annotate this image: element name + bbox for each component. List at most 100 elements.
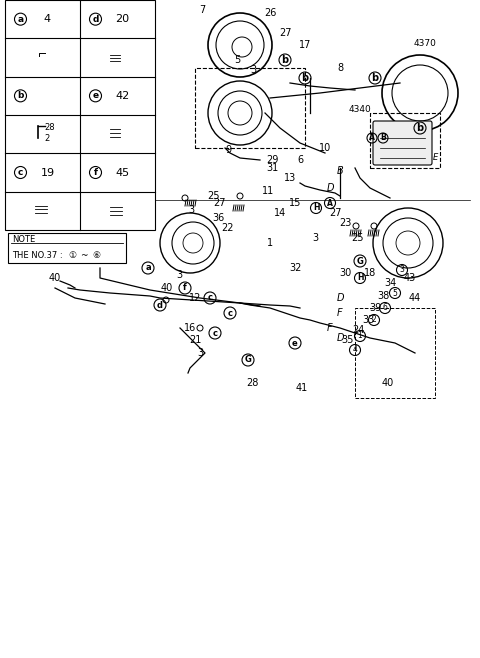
Text: 39: 39: [369, 303, 381, 313]
Text: 40: 40: [49, 273, 61, 283]
Text: 43: 43: [404, 273, 416, 283]
Text: 3: 3: [188, 205, 194, 215]
Text: 20: 20: [115, 14, 130, 24]
Text: 26: 26: [264, 8, 276, 18]
Text: c: c: [213, 328, 217, 338]
Text: 13: 13: [284, 173, 296, 183]
Text: F: F: [337, 308, 343, 318]
Text: 29: 29: [266, 155, 278, 165]
Text: e: e: [93, 91, 98, 100]
Text: B: B: [380, 134, 386, 143]
Text: 35: 35: [342, 335, 354, 345]
Text: 1: 1: [358, 332, 362, 340]
Text: d: d: [92, 14, 99, 24]
Text: 23: 23: [339, 218, 351, 228]
Text: H: H: [313, 203, 319, 213]
Text: 4340: 4340: [348, 105, 372, 114]
Text: 16: 16: [184, 323, 196, 333]
FancyBboxPatch shape: [373, 121, 432, 165]
Text: 38: 38: [377, 291, 389, 301]
Text: 6: 6: [383, 303, 387, 313]
Text: a: a: [145, 263, 151, 272]
Text: 32: 32: [289, 263, 301, 273]
Text: 3: 3: [176, 270, 182, 280]
Text: 24: 24: [352, 325, 364, 335]
FancyBboxPatch shape: [8, 233, 126, 263]
Text: 10: 10: [319, 143, 331, 153]
Text: 1: 1: [267, 238, 273, 248]
Text: 21: 21: [189, 335, 201, 345]
FancyBboxPatch shape: [105, 127, 120, 143]
Text: D: D: [336, 333, 344, 343]
Text: 2: 2: [45, 134, 50, 143]
Text: E: E: [420, 143, 425, 153]
Text: ~: ~: [80, 251, 87, 261]
Text: 28: 28: [45, 122, 55, 132]
Text: 31: 31: [266, 163, 278, 173]
Text: NOTE: NOTE: [12, 234, 35, 243]
Text: 8: 8: [337, 63, 343, 73]
Text: 7: 7: [199, 5, 205, 15]
Text: 40: 40: [161, 283, 173, 293]
Text: 25: 25: [351, 233, 363, 243]
Text: G: G: [245, 355, 252, 365]
Text: 28: 28: [246, 378, 258, 388]
Text: D: D: [326, 183, 334, 193]
Text: 36: 36: [212, 213, 224, 223]
Text: 4: 4: [44, 14, 51, 24]
Text: f: f: [94, 168, 97, 177]
Text: 27: 27: [279, 28, 291, 38]
FancyBboxPatch shape: [29, 204, 48, 220]
Bar: [195, 68, 305, 148]
FancyBboxPatch shape: [32, 133, 47, 143]
Text: c: c: [228, 309, 232, 318]
Text: 5: 5: [393, 288, 397, 297]
Text: 3: 3: [399, 265, 405, 274]
Text: 12: 12: [189, 293, 201, 303]
Text: f: f: [183, 284, 187, 293]
Text: b: b: [372, 73, 379, 83]
Text: 3: 3: [312, 233, 318, 243]
Text: 30: 30: [339, 268, 351, 278]
Text: G: G: [357, 257, 363, 265]
Text: 4: 4: [353, 345, 358, 355]
Text: 18: 18: [364, 268, 376, 278]
Text: 11: 11: [262, 186, 274, 196]
Text: 9: 9: [225, 145, 231, 155]
Text: 44: 44: [409, 293, 421, 303]
Text: b: b: [17, 91, 24, 100]
Text: 3: 3: [250, 65, 256, 75]
Text: ①: ①: [68, 251, 76, 261]
Text: B: B: [336, 166, 343, 176]
Text: 6: 6: [297, 155, 303, 165]
Bar: [5, 0, 155, 230]
Text: b: b: [417, 123, 423, 133]
Text: 45: 45: [115, 168, 130, 178]
Text: e: e: [292, 338, 298, 347]
Text: 27: 27: [329, 208, 341, 218]
Text: THE NO.37 :: THE NO.37 :: [12, 251, 65, 261]
Text: 3: 3: [197, 348, 203, 358]
Text: H: H: [357, 274, 363, 282]
Text: A: A: [369, 134, 375, 143]
FancyBboxPatch shape: [32, 55, 46, 66]
Text: D: D: [405, 143, 411, 153]
Text: 40: 40: [382, 378, 394, 388]
Text: 2: 2: [372, 315, 376, 324]
Text: 5: 5: [234, 55, 240, 65]
Text: E: E: [432, 153, 438, 163]
Text: 19: 19: [40, 168, 55, 178]
Text: 27: 27: [213, 198, 225, 208]
Text: 41: 41: [296, 383, 308, 393]
Text: 33: 33: [362, 315, 374, 325]
Text: 22: 22: [222, 223, 234, 233]
Text: 42: 42: [115, 91, 130, 101]
Text: 17: 17: [299, 40, 311, 50]
FancyBboxPatch shape: [105, 51, 120, 66]
Text: b: b: [301, 73, 309, 83]
Text: 4370: 4370: [414, 39, 436, 47]
Text: a: a: [17, 14, 24, 24]
Text: b: b: [281, 55, 288, 65]
Text: A: A: [327, 199, 333, 207]
FancyBboxPatch shape: [105, 204, 122, 222]
